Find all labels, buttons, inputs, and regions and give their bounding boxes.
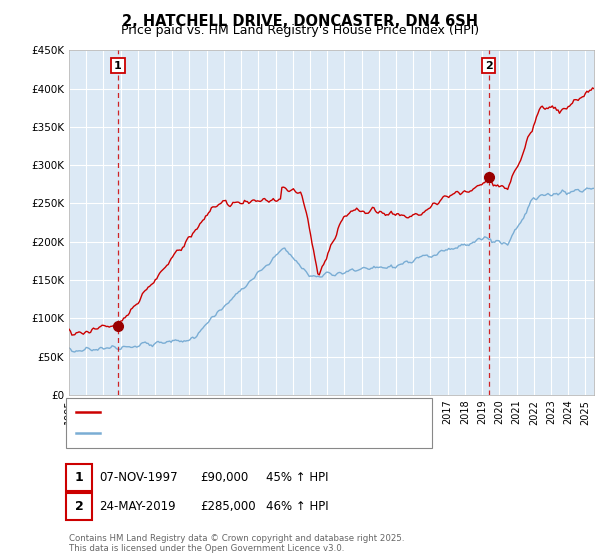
Text: 24-MAY-2019: 24-MAY-2019	[100, 500, 176, 514]
Text: HPI: Average price, detached house, Doncaster: HPI: Average price, detached house, Donc…	[106, 428, 353, 438]
Text: 1: 1	[74, 470, 83, 484]
Text: 1: 1	[114, 60, 122, 71]
Text: 45% ↑ HPI: 45% ↑ HPI	[266, 470, 328, 484]
Text: 2, HATCHELL DRIVE, DONCASTER, DN4 6SH (detached house): 2, HATCHELL DRIVE, DONCASTER, DN4 6SH (d…	[106, 408, 427, 418]
Text: £285,000: £285,000	[200, 500, 256, 514]
Text: Price paid vs. HM Land Registry's House Price Index (HPI): Price paid vs. HM Land Registry's House …	[121, 24, 479, 37]
Text: Contains HM Land Registry data © Crown copyright and database right 2025.
This d: Contains HM Land Registry data © Crown c…	[69, 534, 404, 553]
Text: 46% ↑ HPI: 46% ↑ HPI	[266, 500, 328, 514]
Text: 2: 2	[485, 60, 493, 71]
Text: 2: 2	[74, 500, 83, 514]
Text: £90,000: £90,000	[200, 470, 248, 484]
Text: 2, HATCHELL DRIVE, DONCASTER, DN4 6SH: 2, HATCHELL DRIVE, DONCASTER, DN4 6SH	[122, 14, 478, 29]
Text: 07-NOV-1997: 07-NOV-1997	[100, 470, 178, 484]
